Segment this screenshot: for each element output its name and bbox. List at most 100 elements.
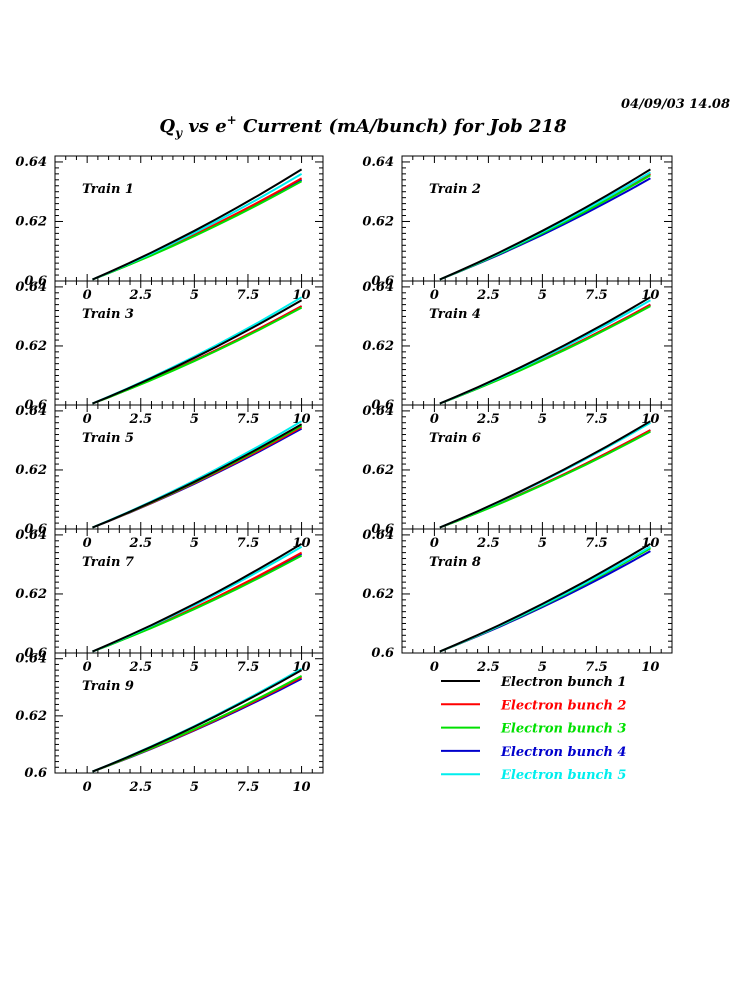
title-vs: vs e xyxy=(182,116,227,137)
legend-label-bunch-5: Electron bunch 5 xyxy=(500,768,626,783)
x-tick-label: 7.5 xyxy=(585,412,608,427)
y-tick-label: 0.64 xyxy=(362,404,394,419)
panel-label: Train 5 xyxy=(82,431,134,446)
panel-label: Train 2 xyxy=(429,182,481,197)
x-tick-label: 0 xyxy=(83,288,92,303)
series-line-bunch-1 xyxy=(439,420,651,529)
x-tick-label: 7.5 xyxy=(585,660,608,675)
x-tick-label: 2.5 xyxy=(476,660,500,675)
panel-frame xyxy=(54,652,324,774)
y-tick-label: 0.64 xyxy=(362,528,394,543)
y-tick-label: 0.6 xyxy=(24,766,47,781)
panel-frame xyxy=(401,155,673,282)
legend-label-bunch-2: Electron bunch 2 xyxy=(500,698,626,713)
y-tick-label: 0.6 xyxy=(24,398,47,413)
y-tick-label: 0.62 xyxy=(362,339,394,354)
y-tick-label: 0.6 xyxy=(371,398,394,413)
x-tick-label: 5 xyxy=(538,660,547,675)
y-tick-label: 0.6 xyxy=(371,646,394,661)
series-line-bunch-1 xyxy=(92,299,303,405)
series-line-bunch-1 xyxy=(92,542,303,653)
x-tick-label: 7.5 xyxy=(585,536,608,551)
x-tick-label: 5 xyxy=(190,780,199,795)
chart-title: Qy vs e+ Current (mA/bunch) for Job 218 xyxy=(159,113,567,140)
y-tick-label: 0.62 xyxy=(15,214,47,229)
x-tick-label: 2.5 xyxy=(476,536,500,551)
y-tick-label: 0.64 xyxy=(15,652,47,667)
y-tick-label: 0.62 xyxy=(362,587,394,602)
title-q: Q xyxy=(159,116,175,137)
series-line-bunch-1 xyxy=(92,669,303,773)
panel-frame xyxy=(401,528,673,654)
y-tick-label: 0.6 xyxy=(24,522,47,537)
y-tick-label: 0.62 xyxy=(362,214,394,229)
title-sup: + xyxy=(227,113,237,127)
panel-label: Train 7 xyxy=(82,555,134,570)
y-tick-label: 0.64 xyxy=(15,155,47,170)
x-tick-label: 2.5 xyxy=(128,780,152,795)
legend-label-bunch-4: Electron bunch 4 xyxy=(500,745,626,760)
legend-label-bunch-3: Electron bunch 3 xyxy=(500,722,626,737)
title-q-sub: y xyxy=(174,126,183,140)
series-line-bunch-1 xyxy=(439,296,651,405)
x-tick-label: 5 xyxy=(190,288,199,303)
x-tick-label: 5 xyxy=(538,288,547,303)
y-tick-label: 0.6 xyxy=(371,274,394,289)
y-tick-label: 0.62 xyxy=(15,463,47,478)
x-tick-label: 10 xyxy=(641,660,659,675)
x-tick-label: 10 xyxy=(293,780,311,795)
x-tick-label: 2.5 xyxy=(476,288,500,303)
y-tick-label: 0.6 xyxy=(24,646,47,661)
panel-train-8: 0.6 0.62 0.64 0 2.5 5 7.5 10 Train 8 xyxy=(362,528,673,675)
y-tick-label: 0.62 xyxy=(362,463,394,478)
x-tick-label: 0 xyxy=(430,412,439,427)
y-tick-label: 0.64 xyxy=(15,280,47,295)
x-tick-label: 0 xyxy=(83,660,92,675)
y-tick-label: 0.6 xyxy=(371,522,394,537)
series-line-bunch-1 xyxy=(92,168,303,281)
legend: Electron bunch 1 Electron bunch 2 Electron… xyxy=(441,675,626,783)
panel-label: Train 1 xyxy=(82,182,134,197)
x-tick-label: 0 xyxy=(430,660,439,675)
x-tick-label: 7.5 xyxy=(237,660,260,675)
panel-label: Train 6 xyxy=(429,431,481,446)
x-tick-label: 2.5 xyxy=(128,536,152,551)
x-tick-label: 2.5 xyxy=(128,412,152,427)
x-tick-label: 7.5 xyxy=(585,288,608,303)
panel-label: Train 3 xyxy=(82,307,134,322)
series-line-bunch-1 xyxy=(439,168,651,281)
y-tick-label: 0.64 xyxy=(362,280,394,295)
panel-train-9: 0.6 0.62 0.64 0 2.5 5 7.5 10 Train 9 xyxy=(15,652,324,795)
y-tick-label: 0.6 xyxy=(24,274,47,289)
x-tick-label: 0 xyxy=(83,536,92,551)
y-tick-label: 0.62 xyxy=(15,587,47,602)
x-tick-label: 7.5 xyxy=(237,780,260,795)
x-tick-label: 7.5 xyxy=(237,536,260,551)
x-tick-label: 5 xyxy=(538,536,547,551)
x-tick-label: 7.5 xyxy=(237,412,260,427)
series-line-bunch-1 xyxy=(92,423,303,529)
panel-label: Train 8 xyxy=(429,555,481,570)
x-tick-label: 0 xyxy=(430,536,439,551)
y-tick-label: 0.62 xyxy=(15,709,47,724)
x-tick-label: 7.5 xyxy=(237,288,260,303)
y-tick-label: 0.62 xyxy=(15,339,47,354)
timestamp: 04/09/03 14.08 xyxy=(621,97,730,112)
x-tick-label: 0 xyxy=(83,412,92,427)
x-tick-label: 5 xyxy=(190,412,199,427)
y-tick-label: 0.64 xyxy=(362,155,394,170)
panel-label: Train 9 xyxy=(82,679,134,694)
title-rest: Current (mA/bunch) for Job 218 xyxy=(237,116,567,137)
series-line-bunch-1 xyxy=(439,542,651,653)
x-tick-label: 5 xyxy=(538,412,547,427)
x-tick-label: 5 xyxy=(190,660,199,675)
x-tick-label: 0 xyxy=(430,288,439,303)
